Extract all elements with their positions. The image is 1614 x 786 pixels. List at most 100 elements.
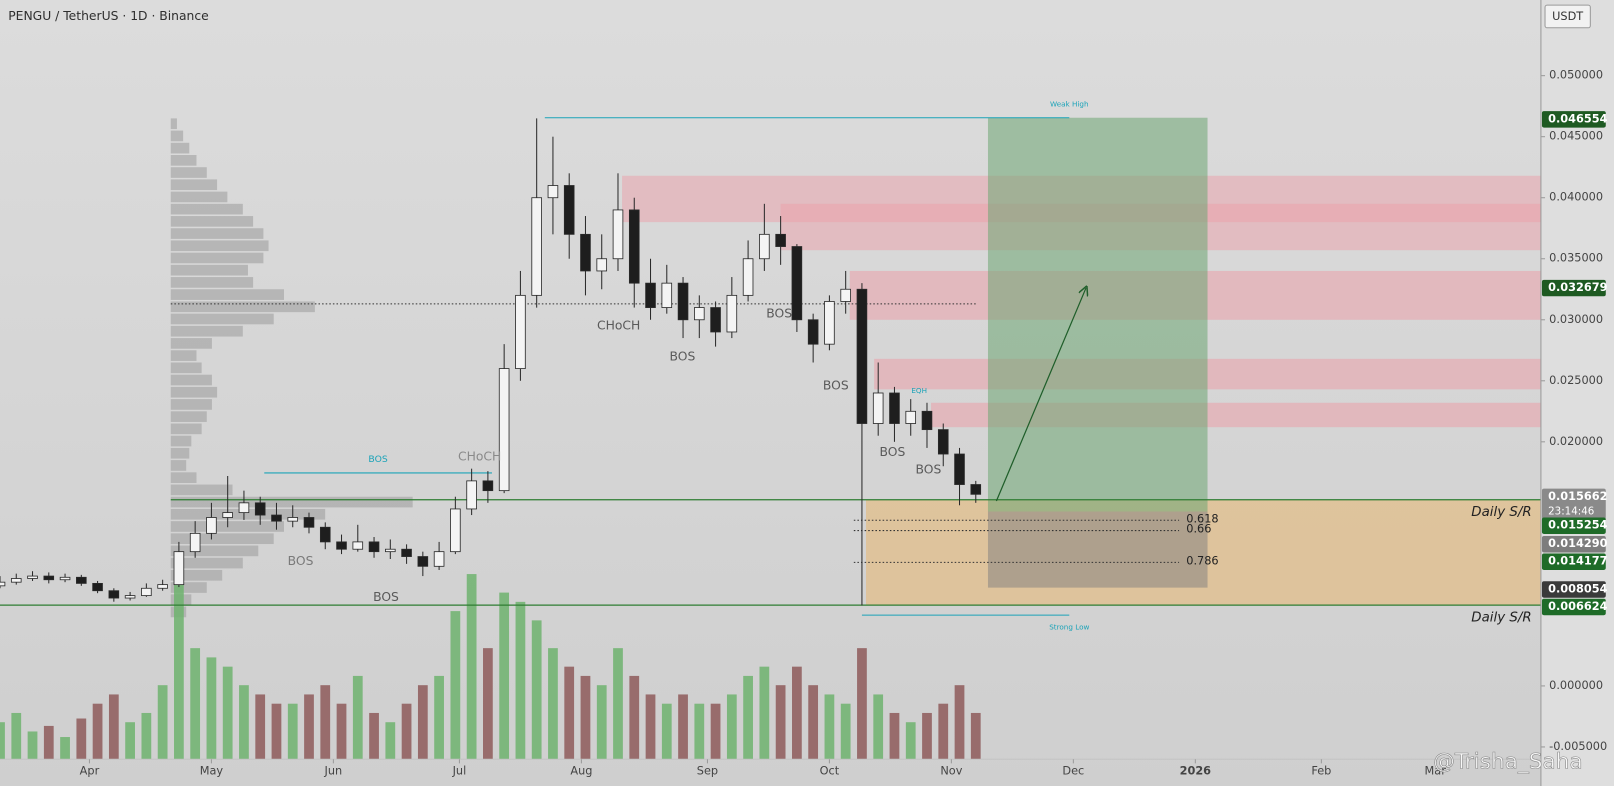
structure-annotation: BOS	[288, 554, 314, 568]
structure-annotation: CHoCH	[458, 449, 501, 463]
zones-layer	[622, 117, 1541, 606]
candle-body	[856, 288, 868, 424]
price-label: 0.015254	[1548, 519, 1607, 532]
volume-profile-bar	[170, 264, 248, 276]
volume-bar	[613, 648, 623, 760]
candle-body	[466, 480, 477, 510]
volume-profile-bar	[170, 472, 197, 483]
candle-body	[368, 541, 380, 553]
level-label: Daily S/R	[1471, 505, 1531, 520]
candle-body	[222, 512, 233, 518]
structure-label: BOS	[368, 454, 387, 465]
currency: USDT	[1552, 10, 1583, 23]
candle-body	[515, 294, 526, 370]
price-label-box	[1541, 488, 1606, 520]
x-tick-label: May	[200, 765, 224, 778]
x-tick-label: Oct	[820, 765, 840, 778]
candle-body	[271, 514, 282, 522]
volume-profile-bar	[170, 289, 284, 300]
volume-bar	[792, 666, 802, 760]
volume-bar	[840, 703, 851, 760]
currency-box[interactable]	[1544, 4, 1591, 29]
volume-bar	[434, 675, 444, 760]
plot-background	[0, 0, 1541, 786]
volume-profile-bar	[170, 374, 212, 386]
volume-bar	[743, 675, 753, 760]
candle-body	[905, 410, 917, 424]
fib-label: 0.786	[1186, 554, 1218, 567]
volume-bar	[60, 737, 70, 760]
candle-body	[759, 233, 770, 260]
candles-layer	[0, 118, 982, 606]
y-tick-label: -0.005000	[1549, 740, 1607, 753]
volume-bar	[271, 703, 282, 760]
structure-annotation: EQH	[911, 386, 927, 395]
structure-annotation: BOS	[766, 306, 792, 320]
volume-bar	[157, 685, 168, 760]
volume-layer	[0, 574, 981, 760]
candle-body	[498, 368, 510, 492]
candle-body	[254, 502, 266, 516]
price-label-box	[1541, 279, 1606, 297]
volume-profile-bar	[170, 179, 218, 191]
structure-annotation: BOS	[373, 590, 399, 604]
price-label-box	[1541, 598, 1606, 616]
volume-profile-bar	[170, 533, 274, 545]
volume-profile-bar	[170, 167, 207, 178]
price-label: 0.015662	[1548, 490, 1607, 503]
volume-profile-bar	[170, 228, 264, 239]
candle-body	[206, 517, 217, 534]
price-label-box	[1541, 111, 1606, 128]
volume-profile-bar	[170, 118, 177, 130]
volume-bar	[336, 703, 347, 760]
candle-body	[336, 541, 347, 550]
structure-annotation: BOS	[823, 378, 849, 392]
volume-bar	[304, 694, 314, 760]
volume-bar	[483, 648, 493, 760]
x-tick-label: Aug	[570, 765, 592, 778]
volume-profile-bar	[170, 508, 326, 520]
volume-bar	[548, 648, 558, 760]
volume-bar	[352, 675, 363, 760]
candle-body	[43, 575, 55, 581]
x-tick-label: Nov	[940, 765, 962, 778]
projection-arrow	[995, 288, 1086, 502]
price-label: 0.046554	[1548, 112, 1607, 125]
volume-profile-bar	[170, 423, 202, 435]
volume-bar	[970, 712, 981, 760]
volume-bar	[564, 666, 575, 760]
volume-bar	[125, 722, 135, 760]
candle-body	[726, 294, 738, 333]
volume-profile-bar	[170, 447, 190, 459]
volume-profile-bar	[170, 130, 184, 142]
candle-body	[742, 258, 754, 296]
volume-bar	[694, 703, 705, 760]
candle-body	[563, 185, 575, 235]
countdown: 23:14:46	[1548, 505, 1594, 517]
volume-bar	[417, 685, 428, 760]
price-label: 0.014290	[1548, 537, 1607, 550]
candle-body	[970, 484, 982, 495]
candle-body	[840, 288, 851, 302]
volume-bar	[775, 685, 786, 760]
y-tick-label: 0.050000	[1549, 69, 1603, 82]
volume-bar	[515, 601, 526, 760]
structure-annotation: BOS	[670, 349, 696, 363]
candle-body	[710, 307, 721, 333]
candle-body	[661, 282, 673, 308]
candle-body	[189, 532, 201, 553]
volume-bar	[190, 648, 201, 760]
level-label: Daily S/R	[1471, 610, 1531, 625]
volume-profile-bar	[170, 313, 274, 325]
structure-annotation: CHoCH	[597, 319, 640, 333]
price-label: 0.032679	[1548, 281, 1607, 294]
volume-bar	[954, 685, 965, 760]
volume-bar	[580, 675, 591, 760]
lines-layer	[0, 117, 1541, 616]
volume-bar	[76, 718, 87, 760]
volume-bar	[645, 694, 656, 760]
volume-profile-bar	[170, 399, 212, 410]
x-tick-label: Jul	[452, 765, 467, 778]
